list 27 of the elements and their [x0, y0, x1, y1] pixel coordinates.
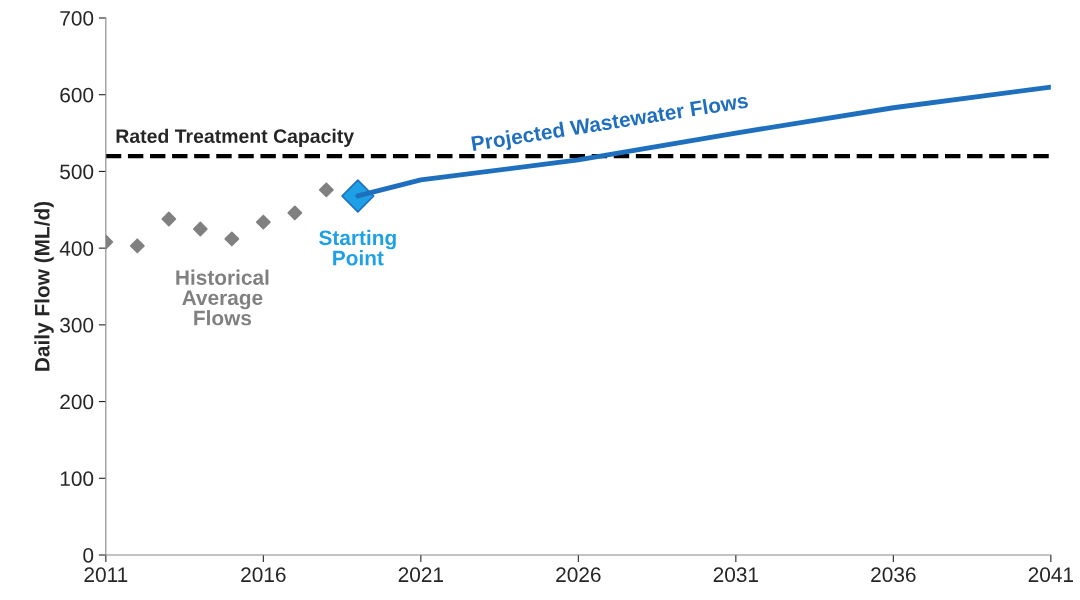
y-tick-label: 600	[60, 87, 94, 103]
x-tick-label: 2026	[556, 567, 601, 583]
x-tick-label: 2036	[871, 567, 916, 583]
point	[161, 211, 177, 227]
text: Projected Wastewater Flows	[471, 92, 750, 156]
x-tick-label: 2011	[84, 567, 128, 583]
x-tick-label: 2041	[1028, 567, 1073, 583]
y-tick-label: 200	[60, 394, 94, 410]
x-tick-label: 2016	[241, 567, 286, 583]
point	[255, 214, 271, 230]
series-label: Historical Average Flows	[176, 269, 269, 326]
point	[192, 221, 208, 237]
series-label: Starting Point	[319, 229, 396, 266]
point	[129, 238, 145, 254]
y-tick-label: 100	[60, 471, 94, 487]
y-axis-title: Daily Flow (ML/d)	[34, 201, 54, 371]
y-tick-label: 500	[60, 164, 94, 180]
point	[287, 205, 303, 221]
point	[224, 231, 240, 247]
x-tick-label: 2031	[713, 567, 758, 583]
ref-line-label: Rated Treatment Capacity	[116, 128, 354, 147]
y-tick-label: 300	[60, 317, 94, 333]
y-tick-label: 700	[60, 11, 94, 26]
y-tick-label: 0	[83, 548, 94, 563]
y-tick-label: 400	[59, 241, 94, 256]
point	[318, 182, 334, 198]
x-tick-label: 2021	[398, 567, 443, 583]
